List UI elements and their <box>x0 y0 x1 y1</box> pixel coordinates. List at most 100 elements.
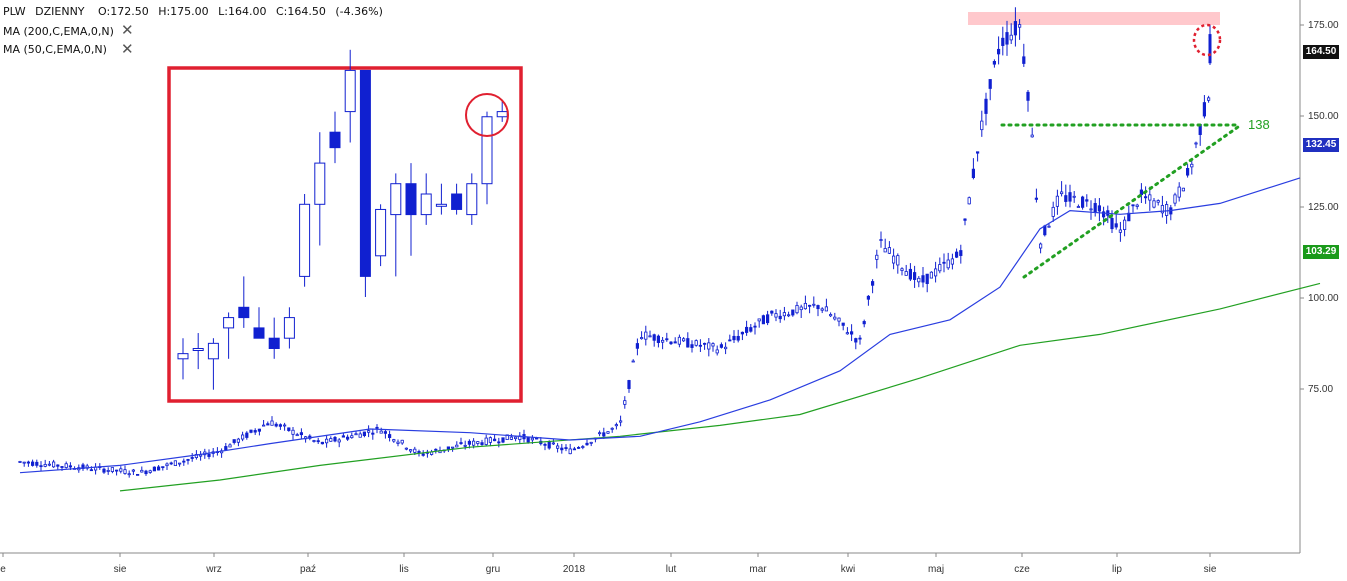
candle-body <box>715 349 719 354</box>
candle-body <box>787 314 791 317</box>
inset-candle-body <box>344 69 356 113</box>
candle-body <box>127 473 131 476</box>
candle-body <box>610 427 614 430</box>
candle-body <box>1127 212 1131 222</box>
candle-body <box>1039 243 1043 249</box>
candle-body <box>1173 194 1177 204</box>
candle-body <box>1139 189 1143 196</box>
candle-body <box>631 360 635 363</box>
candle-body <box>47 463 52 466</box>
inset-candle-body <box>177 353 189 360</box>
candle-body <box>778 315 782 320</box>
candle-body <box>1093 203 1097 213</box>
candle-body <box>173 460 177 466</box>
candle-body <box>753 325 757 328</box>
candle-body <box>324 438 329 444</box>
candle-body <box>740 331 745 335</box>
inset-candle-body <box>314 162 326 205</box>
candle-body <box>946 259 950 269</box>
x-tick-label: lip <box>1112 564 1122 575</box>
candle-body <box>102 468 106 473</box>
candle-body <box>669 341 673 345</box>
candle-body <box>110 467 114 472</box>
candle-body <box>1186 167 1190 176</box>
candle-body <box>43 464 47 467</box>
candle-body <box>971 168 976 178</box>
candle-body <box>984 98 988 114</box>
x-tick-label: gru <box>486 564 500 575</box>
candle-body <box>291 429 295 435</box>
candle-body <box>1072 195 1076 198</box>
interval-label: DZIENNY <box>35 5 85 18</box>
candle-body <box>1114 223 1118 228</box>
candle-body <box>862 321 866 325</box>
candle-body <box>488 437 493 443</box>
candle-body <box>648 335 652 338</box>
candle-body <box>392 439 396 442</box>
candle-body <box>115 469 119 472</box>
candle-body <box>1043 225 1047 236</box>
candle-body <box>719 344 724 348</box>
candle-body <box>845 332 850 335</box>
candle-body <box>39 465 43 468</box>
x-tick-label: kwi <box>841 564 855 575</box>
candle-body <box>808 304 812 307</box>
close-x-icon[interactable]: ✕ <box>121 41 134 58</box>
candle-body <box>572 448 577 451</box>
candle-body <box>577 447 581 449</box>
candle-body <box>64 463 68 468</box>
close-x-icon[interactable]: ✕ <box>121 22 134 39</box>
candle-body <box>190 457 194 459</box>
candle-body <box>690 344 694 348</box>
candle-body <box>694 340 698 346</box>
candle-body <box>1202 102 1206 117</box>
candle-body <box>1001 37 1005 46</box>
candle-body <box>640 337 644 340</box>
candle-body <box>514 436 518 440</box>
candle-body <box>997 48 1001 55</box>
inset-candle-body <box>359 69 371 277</box>
candle-body <box>770 310 774 314</box>
candle-body <box>585 442 589 446</box>
resistance-zone <box>968 12 1220 25</box>
candle-body <box>589 441 593 444</box>
candle-body <box>724 346 728 350</box>
indicator-ma50: MA (50,C,EMA,0,N) <box>3 43 113 56</box>
candle-body <box>22 461 26 464</box>
candle-body <box>774 313 778 318</box>
candle-body <box>879 239 883 241</box>
candle-body <box>366 430 371 433</box>
inset-candle-body <box>390 183 402 216</box>
inset-candle-body <box>283 317 295 339</box>
candle-body <box>1005 32 1009 45</box>
candle-body <box>598 432 602 435</box>
candle-body <box>371 432 375 435</box>
candle-body <box>673 341 677 344</box>
candle-body <box>745 326 749 333</box>
candle-body <box>253 430 257 433</box>
x-tick-label: wrz <box>205 564 222 575</box>
candle-body <box>795 305 799 314</box>
candle-body <box>766 314 770 324</box>
inset-last-candle-circle <box>465 93 509 137</box>
candle-body <box>152 466 156 472</box>
candle-body <box>417 451 421 454</box>
candle-body <box>820 308 824 311</box>
candle-body <box>245 432 249 438</box>
candle-body <box>413 448 417 453</box>
candle-body <box>568 448 572 455</box>
candle-body <box>875 254 879 260</box>
candle-body <box>35 461 39 466</box>
candle-body <box>883 248 887 253</box>
candle-body <box>333 436 337 442</box>
candle-body <box>169 462 173 465</box>
x-tick-label: paź <box>300 564 316 575</box>
candle-body <box>1144 196 1148 199</box>
candle-body <box>976 151 980 154</box>
candle-body <box>543 443 547 446</box>
candle-body <box>501 437 505 443</box>
candle-body <box>665 338 669 341</box>
candle-body <box>732 335 736 341</box>
inset-candle-body <box>207 342 219 360</box>
candle-body <box>354 433 358 436</box>
